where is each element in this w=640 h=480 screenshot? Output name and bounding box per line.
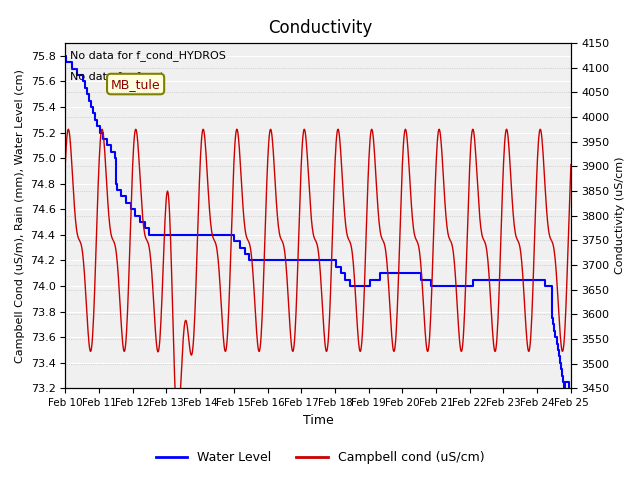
Y-axis label: Campbell Cond (uS/m), Rain (mm), Water Level (cm): Campbell Cond (uS/m), Rain (mm), Water L… (15, 69, 25, 362)
Legend: Water Level, Campbell cond (uS/cm): Water Level, Campbell cond (uS/cm) (151, 446, 489, 469)
Text: Conductivity: Conductivity (268, 19, 372, 37)
X-axis label: Time: Time (303, 414, 333, 427)
Text: MB_tule: MB_tule (111, 78, 161, 91)
Y-axis label: Conductivity (uS/cm): Conductivity (uS/cm) (615, 157, 625, 275)
Text: No data for f_cond_HYDROS: No data for f_cond_HYDROS (70, 50, 226, 61)
Text: No data for f_ppt: No data for f_ppt (70, 71, 164, 82)
